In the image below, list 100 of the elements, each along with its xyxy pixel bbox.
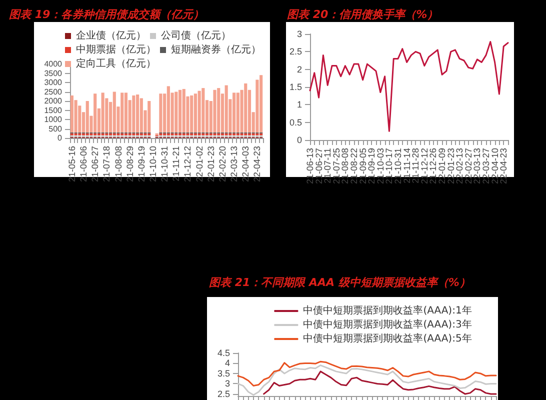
x-tick-label: 21-12-12 (419, 148, 430, 184)
x-tick-label: 21-08-29 (124, 146, 135, 182)
bar (101, 92, 104, 132)
bar (198, 90, 201, 132)
x-tick-label: 22-04-03 (240, 146, 251, 182)
x-tick-label: 22-02-20 (217, 146, 228, 182)
bar (217, 88, 220, 132)
legend-label: 企业债（亿元） (76, 30, 146, 42)
legend-label: 定向工具（亿元） (76, 58, 156, 70)
bar (174, 92, 178, 132)
legend-label: 短期融资券（亿元） (171, 44, 261, 56)
x-tick-label: 21-10-10 (148, 146, 158, 182)
chart-title: 图表 19：各券种信用债成交额（亿元） (9, 8, 204, 21)
x-tick-label: 21-08-08 (340, 148, 350, 184)
x-tick-label: 21-11-14 (402, 148, 412, 184)
y-tick-label: 3000 (44, 78, 63, 87)
bar (86, 101, 89, 132)
x-tick-label: 21-11-21 (171, 146, 182, 182)
x-tick-label: 22-04-10 (490, 148, 500, 184)
y-tick-label: 2 (296, 64, 302, 74)
bar (232, 92, 236, 132)
bar (140, 98, 143, 132)
bar (120, 92, 124, 132)
x-tick-label: 22-02-27 (463, 148, 474, 184)
x-tick-label: 22-04-23 (498, 148, 509, 184)
x-tick-label: 21-07-18 (102, 146, 112, 182)
bar (136, 94, 140, 132)
y-tick-label: 2500 (44, 87, 63, 96)
line-series (237, 360, 497, 387)
y-tick-label: 3 (224, 378, 230, 389)
x-tick-label: 21-10-31 (393, 148, 403, 184)
x-tick-label: 22-01-23 (446, 148, 456, 184)
x-tick-label: 21-05-16 (66, 146, 77, 182)
x-tick-label: 21-11-28 (410, 148, 421, 184)
y-tick-label: 500 (48, 124, 63, 134)
y-tick-label: 1000 (44, 115, 63, 124)
x-tick-label: 22-01-02 (194, 146, 204, 182)
y-tick-label: 2.5 (289, 46, 302, 57)
x-tick-label: 21-10-17 (384, 148, 394, 184)
x-tick-label: 21-08-22 (349, 148, 359, 184)
bar (70, 95, 74, 132)
x-tick-label: 21-06-27 (90, 146, 100, 182)
y-tick-label: 0 (296, 135, 302, 145)
y-tick-label: 3.5 (217, 368, 230, 378)
x-tick-label: 21-06-06 (78, 146, 89, 182)
chart-title: 图表 21：不同期限 AAA 级中短期票据收益率（%） (209, 276, 470, 289)
y-tick-label: 2.5 (217, 388, 230, 399)
bar (166, 86, 170, 132)
x-tick-label: 21-06-27 (314, 148, 324, 184)
bar (112, 92, 116, 132)
x-tick-label: 21-12-12 (182, 146, 193, 182)
x-tick-label: 22-03-13 (472, 148, 482, 184)
legend-label: 中债中短期票据到期收益率(AAA):5年 (303, 332, 472, 344)
x-tick-label: 21-09-19 (136, 146, 146, 182)
x-tick-label: 22-02-13 (454, 148, 465, 184)
x-tick-label: 21-12-26 (428, 148, 438, 184)
legend-label: 中债中短期票据到期收益率(AAA):1年 (303, 304, 472, 316)
x-tick-label: 21-10-31 (160, 146, 170, 182)
bar (244, 83, 248, 132)
bar (124, 92, 128, 132)
y-tick-label: 4 (224, 358, 230, 368)
x-tick-label: 21-09-19 (366, 148, 377, 184)
x-tick-label: 22-01-09 (437, 148, 447, 184)
x-tick-label: 22-04-23 (252, 146, 262, 182)
bar (94, 94, 97, 132)
y-tick-label: 1.5 (289, 82, 302, 92)
y-tick-label: 4.5 (217, 348, 230, 358)
bar (159, 94, 162, 132)
x-tick-label: 21-07-11 (322, 148, 333, 184)
x-tick-label: 22-03-13 (229, 146, 240, 182)
x-tick-label: 21-06-13 (305, 148, 315, 184)
x-tick-label: 21-08-08 (113, 146, 124, 182)
y-tick-label: 4000 (44, 60, 63, 68)
bar (178, 90, 182, 132)
y-tick-label: 2000 (44, 96, 63, 106)
bar (202, 88, 205, 132)
bar (213, 90, 216, 132)
y-tick-label: 1 (296, 100, 302, 110)
bar (148, 101, 151, 132)
bar (182, 88, 186, 132)
legend-label: 中债中短期票据到期收益率(AAA):3年 (303, 318, 472, 330)
bar (236, 92, 240, 132)
x-tick-label: 21-10-03 (375, 148, 386, 184)
legend-label: 公司债（亿元） (161, 30, 231, 42)
x-tick-label: 21-07-25 (331, 148, 342, 184)
x-tick-label: 22-03-27 (481, 148, 491, 184)
line-series (309, 41, 509, 132)
y-tick-label: 3 (296, 29, 302, 39)
chart-title: 图表 20：信用债换手率（%） (287, 8, 438, 21)
y-tick-label: 1500 (44, 106, 63, 115)
x-tick-label: 22-01-23 (206, 146, 216, 182)
bar (132, 95, 136, 132)
x-tick-label: 21-09-05 (358, 148, 368, 184)
y-tick-label: 3500 (44, 68, 63, 78)
line-series (263, 370, 497, 395)
bar (190, 95, 194, 132)
bar (260, 75, 263, 132)
bar (194, 94, 197, 132)
bar (224, 85, 228, 132)
legend-label: 中期票据（亿元） (76, 44, 156, 56)
